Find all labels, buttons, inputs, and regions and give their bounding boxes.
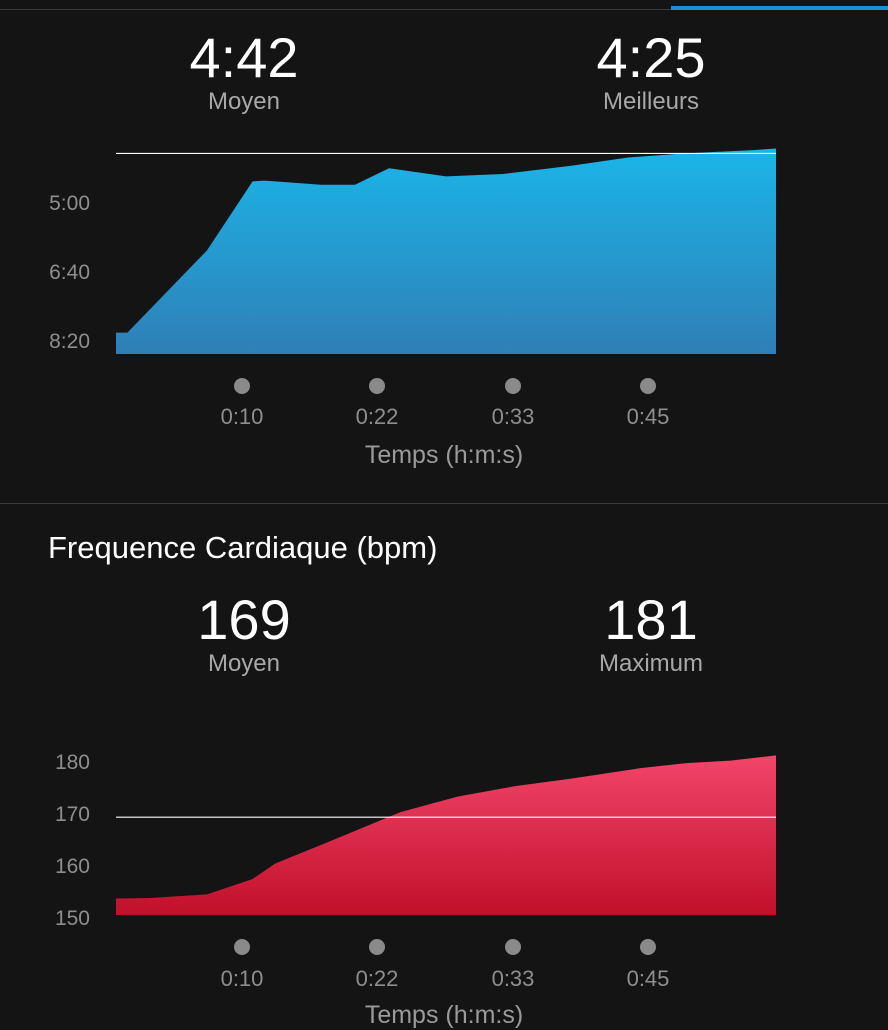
pace-best-stat: 4:25 Meilleurs	[501, 28, 801, 116]
pace-average-stat: 4:42 Moyen	[94, 28, 394, 116]
heart-rate-x-tick-label: 0:33	[491, 966, 535, 991]
pace-x-tick-marker	[640, 378, 656, 394]
heart-rate-area-series	[116, 755, 776, 915]
pace-average-label: Moyen	[207, 88, 281, 115]
heart-rate-average-value: 169	[197, 588, 291, 651]
heart-rate-x-tick-label: 0:10	[220, 966, 264, 991]
heart-rate-x-tick-marker	[640, 939, 656, 955]
pace-average-value: 4:42	[189, 26, 299, 89]
heart-rate-y-tick: 170	[54, 803, 90, 826]
heart-rate-x-tick-marker	[234, 939, 250, 955]
pace-best-value: 4:25	[596, 26, 706, 89]
heart-rate-max-label: Maximum	[598, 650, 703, 677]
pace-y-tick: 5:00	[49, 192, 90, 215]
pace-x-tick-label: 0:22	[355, 404, 399, 429]
heart-rate-x-axis-title: Temps (h:m:s)	[364, 1001, 524, 1029]
pace-x-tick-marker	[505, 378, 521, 394]
heart-rate-chart	[116, 755, 776, 915]
heart-rate-y-tick: 150	[54, 907, 90, 930]
pace-x-tick-label: 0:45	[626, 404, 670, 429]
pace-y-tick: 6:40	[49, 261, 90, 284]
section-divider	[0, 503, 888, 504]
heart-rate-section-title: Frequence Cardiaque (bpm)	[48, 530, 438, 565]
pace-area-series	[116, 148, 776, 354]
pace-x-tick-marker	[369, 378, 385, 394]
pace-x-axis-title: Temps (h:m:s)	[364, 441, 524, 469]
heart-rate-max-stat: 181 Maximum	[501, 590, 801, 678]
pace-x-tick-label: 0:33	[491, 404, 535, 429]
heart-rate-x-tick-label: 0:45	[626, 966, 670, 991]
active-tab-indicator	[671, 6, 888, 10]
heart-rate-x-tick-marker	[505, 939, 521, 955]
heart-rate-x-tick-marker	[369, 939, 385, 955]
heart-rate-y-tick: 160	[54, 855, 90, 878]
heart-rate-max-value: 181	[604, 588, 698, 651]
pace-best-label: Meilleurs	[602, 88, 700, 115]
pace-x-tick-label: 0:10	[220, 404, 264, 429]
pace-y-tick: 8:20	[49, 330, 90, 353]
pace-chart	[116, 148, 776, 354]
heart-rate-average-label: Moyen	[207, 650, 281, 677]
heart-rate-y-tick: 180	[54, 751, 90, 774]
heart-rate-average-stat: 169 Moyen	[94, 590, 394, 678]
top-divider	[0, 9, 888, 10]
heart-rate-x-tick-label: 0:22	[355, 966, 399, 991]
pace-x-tick-marker	[234, 378, 250, 394]
